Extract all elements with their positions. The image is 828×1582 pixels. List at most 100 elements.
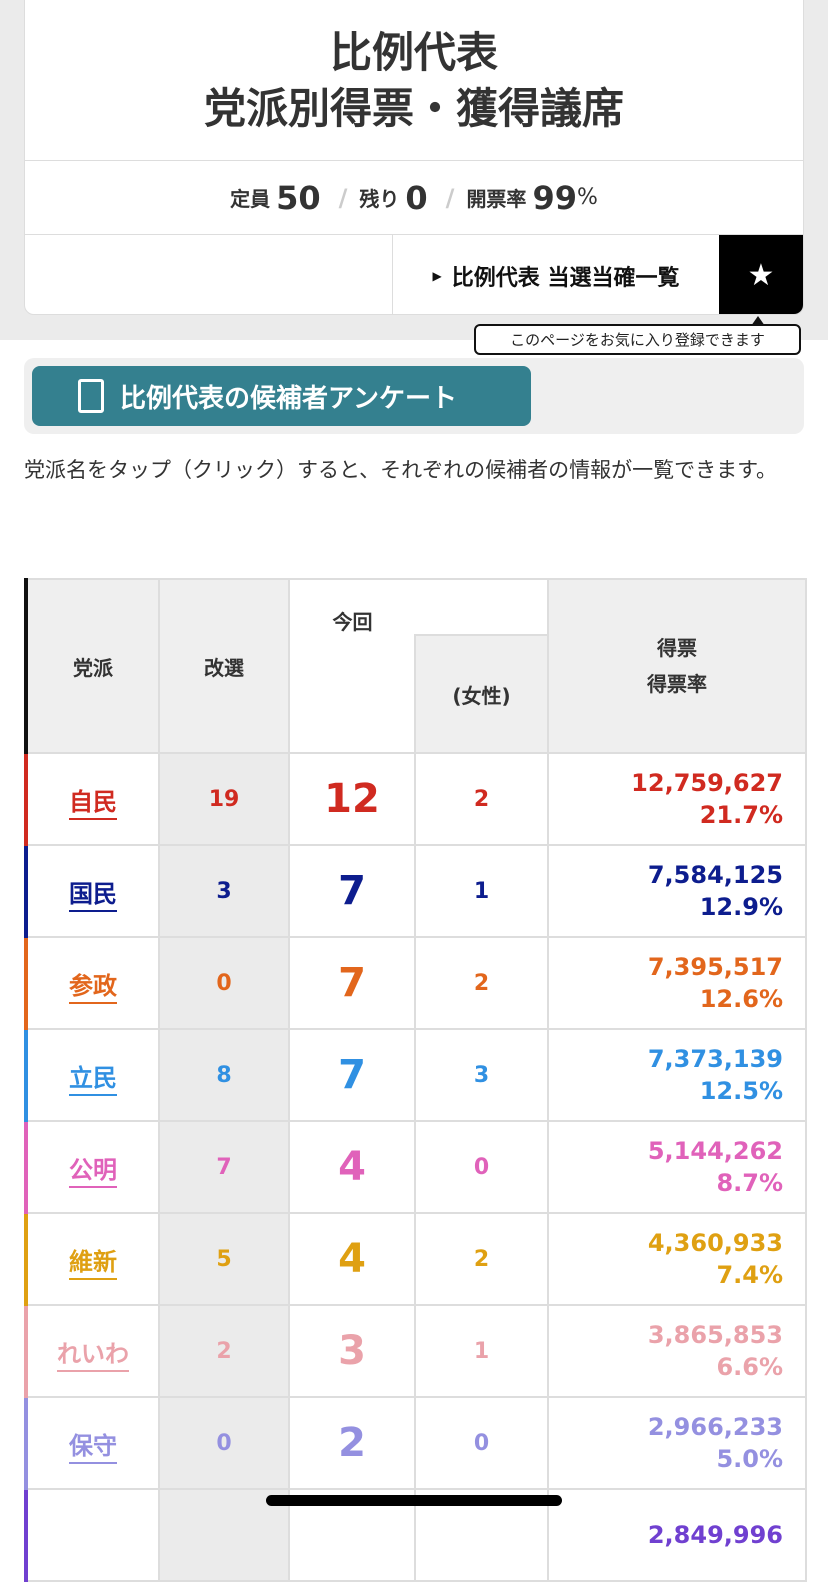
votes-cell: 4,360,933 7.4% — [547, 1212, 807, 1306]
votes-cell: 2,966,233 5.0% — [547, 1396, 807, 1490]
votes-cell: 12,759,627 21.7% — [547, 752, 807, 846]
header-konkai: 今回 — [288, 578, 415, 635]
header-kaisen: 改選 — [158, 578, 290, 754]
party-cell: 公明 — [24, 1120, 160, 1214]
capacity-value: 50 — [276, 178, 321, 217]
favorite-tooltip: このページをお気に入り登録できます — [474, 316, 801, 355]
table-row: 自民 19 12 2 12,759,627 21.7% — [24, 752, 807, 846]
empty-cell — [25, 235, 393, 314]
party-cell: 保守 — [24, 1396, 160, 1490]
female-cell: 1 — [414, 844, 549, 938]
party-link[interactable]: 参政 — [69, 971, 117, 1000]
votes-value: 12,759,627 — [631, 769, 783, 797]
seats-cell: 4 — [288, 1120, 416, 1214]
survey-icon — [78, 379, 104, 413]
party-link[interactable]: 自民 — [69, 787, 117, 816]
survey-button-label: 比例代表の候補者アンケート — [120, 383, 457, 414]
remaining-value: 0 — [405, 178, 428, 217]
seats-cell: 7 — [288, 844, 416, 938]
female-cell: 2 — [414, 936, 549, 1030]
female-cell: 2 — [414, 752, 549, 846]
rate-label: 開票率 — [466, 187, 527, 211]
title-line-1: 比例代表 — [329, 27, 498, 77]
table-row: 保守 0 2 0 2,966,233 5.0% — [24, 1396, 807, 1490]
votes-cell: 7,395,517 12.6% — [547, 936, 807, 1030]
votes-cell: 5,144,262 8.7% — [547, 1120, 807, 1214]
kaisen-cell: 5 — [158, 1212, 290, 1306]
votes-cell: 3,865,853 6.6% — [547, 1304, 807, 1398]
table-row: 参政 0 7 2 7,395,517 12.6% — [24, 936, 807, 1030]
count-stats: 定員 50 / 残り 0 / 開票率 99% — [25, 161, 803, 235]
votes-value: 4,360,933 — [647, 1229, 783, 1257]
table-row: 国民 3 7 1 7,584,125 12.9% — [24, 844, 807, 938]
kaisen-cell: 0 — [158, 1396, 290, 1490]
rate-label: 得票率 — [647, 672, 707, 696]
votes-value: 7,373,139 — [647, 1045, 783, 1073]
seats-cell: 3 — [288, 1304, 416, 1398]
instruction-text: 党派名をタップ（クリック）すると、それぞれの候補者の情報が一覧できます。 — [24, 458, 778, 482]
party-link[interactable]: 公明 — [69, 1155, 117, 1184]
winners-list-link[interactable]: ▶ 比例代表 当選当確一覧 — [393, 235, 719, 314]
home-indicator — [266, 1495, 562, 1506]
kaisen-cell: 2 — [158, 1304, 290, 1398]
party-cell: 国民 — [24, 844, 160, 938]
divider: / — [338, 183, 348, 212]
rate-value: 12.5% — [699, 1077, 783, 1105]
party-link[interactable]: れいわ — [57, 1339, 129, 1368]
seats-cell: 12 — [288, 752, 416, 846]
summary-card: 比例代表 党派別得票・獲得議席 定員 50 / 残り 0 / 開票率 99% ▶ 比例代… — [24, 0, 804, 315]
female-cell: 0 — [414, 1120, 549, 1214]
seats-cell: 2 — [288, 1396, 416, 1490]
votes-value: 5,144,262 — [647, 1137, 783, 1165]
star-icon: ★ — [747, 258, 775, 293]
remaining-label: 残り — [359, 187, 400, 211]
votes-value: 2,966,233 — [647, 1413, 783, 1441]
favorite-button[interactable]: ★ — [719, 235, 803, 314]
seats-cell: 7 — [288, 936, 416, 1030]
rate-value: 8.7% — [716, 1169, 783, 1197]
votes-value: 2,849,996 — [647, 1521, 783, 1549]
results-table: 党派 改選 今回 得票 得票率 (女性) 自民 19 12 2 12,759,62… — [24, 578, 807, 1582]
survey-panel: 比例代表の候補者アンケート — [24, 358, 804, 434]
rate-value: 12.9% — [699, 893, 783, 921]
kaisen-cell: 0 — [158, 936, 290, 1030]
header-female: (女性) — [414, 634, 549, 754]
page-title: 比例代表 党派別得票・獲得議席 — [25, 0, 803, 161]
seats-cell: 4 — [288, 1212, 416, 1306]
party-link[interactable]: 維新 — [69, 1247, 117, 1276]
header-party: 党派 — [24, 578, 160, 754]
title-line-2: 党派別得票・獲得議席 — [203, 83, 624, 133]
female-cell: 3 — [414, 1028, 549, 1122]
triangle-right-icon: ▶ — [432, 268, 442, 283]
votes-cell: 7,373,139 12.5% — [547, 1028, 807, 1122]
party-cell: れいわ — [24, 1304, 160, 1398]
party-cell — [24, 1488, 160, 1582]
party-link[interactable]: 国民 — [69, 879, 117, 908]
party-link[interactable]: 立民 — [69, 1063, 117, 1092]
votes-label: 得票 — [657, 636, 697, 660]
capacity-label: 定員 — [230, 187, 271, 211]
survey-button[interactable]: 比例代表の候補者アンケート — [32, 366, 531, 426]
table-row: れいわ 2 3 1 3,865,853 6.6% — [24, 1304, 807, 1398]
rate-value: 7.4% — [716, 1261, 783, 1289]
votes-cell: 2,849,996 — [547, 1488, 807, 1582]
female-cell: 0 — [414, 1396, 549, 1490]
kaisen-cell: 7 — [158, 1120, 290, 1214]
seats-cell: 7 — [288, 1028, 416, 1122]
party-cell: 立民 — [24, 1028, 160, 1122]
party-cell: 維新 — [24, 1212, 160, 1306]
rate-value: 5.0% — [716, 1445, 783, 1473]
votes-value: 7,395,517 — [647, 953, 783, 981]
party-link[interactable]: 保守 — [69, 1431, 117, 1460]
header-votes: 得票 得票率 — [547, 578, 807, 754]
winners-list-label: 比例代表 当選当確一覧 — [451, 265, 680, 291]
kaisen-cell: 19 — [158, 752, 290, 846]
female-cell: 1 — [414, 1304, 549, 1398]
rate-unit: % — [576, 185, 598, 210]
votes-value: 3,865,853 — [647, 1321, 783, 1349]
kaisen-cell: 8 — [158, 1028, 290, 1122]
rate-value: 12.6% — [699, 985, 783, 1013]
party-cell: 自民 — [24, 752, 160, 846]
kaisen-cell: 3 — [158, 844, 290, 938]
header-area: 比例代表 党派別得票・獲得議席 定員 50 / 残り 0 / 開票率 99% ▶ 比例代… — [0, 0, 828, 355]
